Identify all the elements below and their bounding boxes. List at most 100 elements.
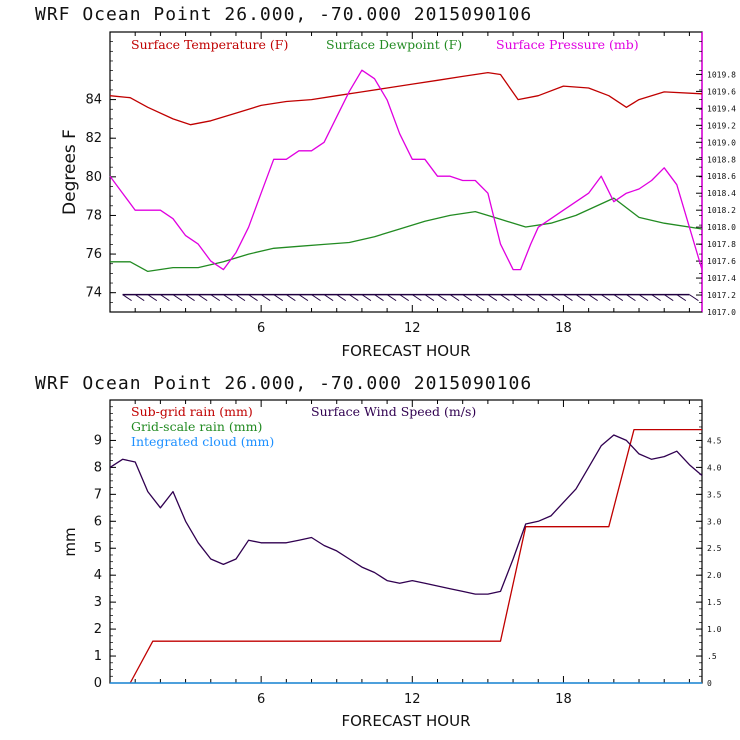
panel1-title: WRF Ocean Point 26.000, -70.000 20150901… bbox=[35, 4, 532, 25]
legend-surface-dewpoint: Surface Dewpoint (F) bbox=[326, 37, 462, 52]
legend-surface-pressure: Surface Pressure (mb) bbox=[496, 37, 639, 52]
wind-barb bbox=[386, 294, 397, 302]
panel2-x-axis-label: FORECAST HOUR bbox=[341, 712, 470, 730]
y2-tick-label: 1019.4 bbox=[707, 104, 736, 113]
wind-barb bbox=[311, 294, 321, 302]
x-tick-label: 12 bbox=[404, 321, 421, 336]
panel1-plot-frame bbox=[109, 31, 703, 313]
legend-integrated-cloud: Integrated cloud (mm) bbox=[131, 434, 274, 449]
panel2-title: WRF Ocean Point 26.000, -70.000 20150901… bbox=[35, 373, 532, 394]
wind-barb bbox=[160, 294, 170, 302]
wind-barb bbox=[613, 294, 624, 302]
y-tick-label: 6 bbox=[94, 514, 102, 529]
wind-barb bbox=[663, 294, 674, 302]
wind-barb bbox=[487, 294, 498, 302]
y-tick-label: 2 bbox=[94, 622, 102, 637]
wind-barb bbox=[273, 294, 284, 302]
y2-tick-label: 1018.4 bbox=[707, 189, 736, 198]
wind-barb bbox=[172, 294, 183, 302]
y-tick-label: 0 bbox=[94, 676, 102, 691]
y2-tick-label: 3.0 bbox=[707, 517, 722, 526]
wind-barb bbox=[336, 294, 347, 302]
y-tick-label: 84 bbox=[85, 93, 102, 108]
y2-tick-label: 1019.0 bbox=[707, 138, 736, 147]
y2-tick-label: 2.5 bbox=[707, 544, 722, 553]
wind-barb bbox=[474, 294, 485, 302]
wind-barb bbox=[563, 294, 573, 302]
legend-grid-scale-rain: Grid-scale rain (mm) bbox=[131, 419, 262, 434]
legend-surface-temperature: Surface Temperature (F) bbox=[131, 37, 288, 52]
wind-barb bbox=[361, 294, 372, 302]
wind-barb bbox=[575, 294, 586, 302]
y-tick-label: 78 bbox=[85, 208, 102, 223]
x-tick-label: 12 bbox=[404, 692, 421, 707]
x-tick-label: 6 bbox=[257, 692, 265, 707]
panel1-x-axis-label: FORECAST HOUR bbox=[341, 342, 470, 360]
y2-tick-label: 1017.2 bbox=[707, 291, 736, 300]
x-tick-label: 18 bbox=[555, 321, 572, 336]
y2-tick-label: 1019.6 bbox=[707, 87, 736, 96]
y-tick-label: 7 bbox=[94, 487, 102, 502]
panel2-y-axis-label: mm bbox=[61, 527, 79, 556]
y-tick-label: 3 bbox=[94, 595, 102, 610]
y-tick-label: 82 bbox=[85, 131, 102, 146]
wind-barb bbox=[197, 294, 208, 302]
y2-tick-label: 1018.2 bbox=[707, 206, 736, 215]
x-tick-label: 18 bbox=[555, 692, 572, 707]
y-tick-label: 76 bbox=[85, 247, 102, 262]
wind-barb bbox=[286, 294, 296, 302]
y2-tick-label: 0 bbox=[707, 679, 712, 688]
y2-tick-label: 1018.6 bbox=[707, 172, 736, 181]
wind-barb bbox=[147, 294, 158, 302]
wind-barb bbox=[260, 294, 271, 302]
wind-barb bbox=[185, 294, 195, 302]
series-surface-dewpoint-f bbox=[110, 197, 703, 273]
series-surface-wind-speed-m-s bbox=[109, 434, 703, 595]
wind-barb bbox=[512, 294, 523, 302]
wind-barb bbox=[298, 294, 309, 302]
y2-tick-label: 3.5 bbox=[707, 490, 722, 499]
series-surface-pressure-mb bbox=[109, 69, 703, 271]
temperature-panel: WRF Ocean Point 26.000, -70.000 20150901… bbox=[35, 4, 736, 360]
y2-tick-label: .5 bbox=[707, 652, 717, 661]
y2-tick-label: 1.0 bbox=[707, 625, 722, 634]
wind-barb bbox=[651, 294, 661, 302]
wind-barb bbox=[399, 294, 409, 302]
y2-tick-label: 1018.8 bbox=[707, 155, 736, 164]
y2-tick-label: 1019.2 bbox=[707, 121, 736, 130]
y-tick-label: 80 bbox=[85, 170, 102, 185]
wind-barb bbox=[374, 294, 384, 302]
panel1-y-axis-label: Degrees F bbox=[60, 129, 80, 215]
wind-barb bbox=[223, 294, 233, 302]
wind-barb bbox=[122, 294, 132, 302]
legend-surface-wind-speed: Surface Wind Speed (m/s) bbox=[311, 404, 476, 419]
wind-barb bbox=[210, 294, 221, 302]
y-tick-label: 4 bbox=[94, 568, 102, 583]
wind-barb bbox=[248, 294, 258, 302]
wind-barb bbox=[600, 294, 611, 302]
wind-barb bbox=[437, 294, 447, 302]
wind-barb bbox=[537, 294, 548, 302]
wind-barb bbox=[550, 294, 561, 302]
y2-tick-label: 2.0 bbox=[707, 571, 722, 580]
y2-tick-label: 1017.4 bbox=[707, 274, 736, 283]
wind-barb bbox=[323, 294, 334, 302]
wind-barb bbox=[626, 294, 636, 302]
y-tick-label: 74 bbox=[85, 286, 102, 301]
y-tick-label: 1 bbox=[94, 649, 102, 664]
y-tick-label: 9 bbox=[94, 433, 102, 448]
wind-barb bbox=[500, 294, 510, 302]
y2-tick-label: 1019.8 bbox=[707, 70, 736, 79]
y2-tick-label: 4.5 bbox=[707, 436, 722, 445]
legend-sub-grid-rain: Sub-grid rain (mm) bbox=[131, 404, 253, 419]
y2-tick-label: 1018.0 bbox=[707, 223, 736, 232]
series-surface-temperature-f bbox=[109, 71, 703, 126]
y2-tick-label: 4.0 bbox=[707, 463, 722, 472]
wind-barb bbox=[638, 294, 649, 302]
wind-barb bbox=[449, 294, 460, 302]
series-sub-grid-rain-mm bbox=[129, 428, 702, 684]
wind-barb bbox=[134, 294, 145, 302]
y2-tick-label: 1017.8 bbox=[707, 240, 736, 249]
wind-barb bbox=[588, 294, 598, 302]
